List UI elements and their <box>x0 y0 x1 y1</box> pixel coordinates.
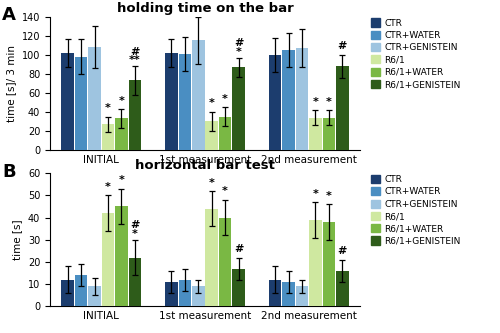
Bar <box>165 53 177 150</box>
Bar <box>62 280 74 306</box>
Bar <box>102 124 114 150</box>
Text: #: # <box>338 246 347 256</box>
Bar <box>336 66 348 150</box>
Bar <box>88 286 101 306</box>
Bar <box>128 80 141 150</box>
Bar <box>232 67 245 150</box>
Text: *: * <box>118 175 124 185</box>
Text: *: * <box>118 96 124 106</box>
Bar <box>75 57 88 150</box>
Title: horizontal bar test: horizontal bar test <box>135 159 275 172</box>
Bar <box>219 217 232 306</box>
Bar <box>192 286 204 306</box>
Text: **: ** <box>129 55 140 65</box>
Bar <box>309 220 322 306</box>
Legend: CTR, CTR+WATER, CTR+GENISTEIN, R6/1, R6/1+WATER, R6/1+GENISTEIN: CTR, CTR+WATER, CTR+GENISTEIN, R6/1, R6/… <box>370 175 460 246</box>
Bar <box>309 118 322 150</box>
Text: *: * <box>209 99 214 109</box>
Bar <box>206 209 218 306</box>
Bar <box>296 286 308 306</box>
Y-axis label: time [s]: time [s] <box>12 219 22 260</box>
Text: #: # <box>234 244 243 254</box>
Bar <box>178 280 191 306</box>
Text: B: B <box>2 163 16 180</box>
Text: *: * <box>222 186 228 196</box>
Text: *: * <box>312 97 318 107</box>
Text: #: # <box>130 220 140 230</box>
Bar <box>88 47 101 150</box>
Bar <box>232 269 245 306</box>
Bar <box>62 53 74 150</box>
Bar <box>115 119 128 150</box>
Bar <box>75 275 88 306</box>
Text: *: * <box>312 189 318 199</box>
Text: *: * <box>236 47 242 57</box>
Bar <box>322 118 335 150</box>
Legend: CTR, CTR+WATER, CTR+GENISTEIN, R6/1, R6/1+WATER, R6/1+GENISTEIN: CTR, CTR+WATER, CTR+GENISTEIN, R6/1, R6/… <box>370 19 460 89</box>
Bar <box>336 271 348 306</box>
Bar <box>269 280 281 306</box>
Text: #: # <box>130 47 140 57</box>
Bar <box>206 121 218 150</box>
Bar <box>219 117 232 150</box>
Bar <box>322 222 335 306</box>
Bar <box>296 48 308 150</box>
Bar <box>269 55 281 150</box>
Text: *: * <box>105 182 111 192</box>
Bar <box>282 50 295 150</box>
Bar <box>102 213 114 306</box>
Bar <box>128 257 141 306</box>
Text: *: * <box>132 229 138 239</box>
Title: holding time on the bar: holding time on the bar <box>116 2 294 15</box>
Text: *: * <box>209 177 214 187</box>
Y-axis label: time [s]/ 3 min: time [s]/ 3 min <box>6 45 16 122</box>
Bar <box>165 282 177 306</box>
Text: A: A <box>2 6 16 24</box>
Text: *: * <box>326 97 332 107</box>
Bar <box>178 54 191 150</box>
Text: *: * <box>326 191 332 201</box>
Bar <box>115 206 128 306</box>
Bar <box>282 282 295 306</box>
Text: #: # <box>234 38 243 48</box>
Bar <box>192 40 204 150</box>
Text: #: # <box>338 41 347 51</box>
Text: *: * <box>222 94 228 104</box>
Text: *: * <box>105 103 111 113</box>
